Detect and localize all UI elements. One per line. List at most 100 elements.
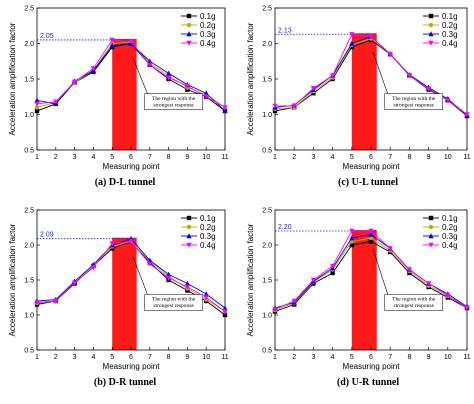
x-tick-label: 7 — [388, 354, 392, 361]
point-marker — [464, 305, 470, 311]
point-marker — [90, 66, 96, 72]
point-marker — [186, 215, 192, 221]
y-tick-label: 2.5 — [262, 6, 272, 13]
panel-1: 2.05 0.5 1.0 1.5 2.0 2.5 1 2 3 4 5 6 7 8 9 10 11 Measurin… — [8, 6, 229, 189]
point-marker — [34, 108, 40, 114]
x-axis-label: Measuring point — [343, 362, 401, 371]
legend: 0.1g0.2g0.3g0.4g — [181, 12, 216, 48]
y-axis-label: Acceleration amplification factor — [8, 22, 17, 135]
point-marker — [368, 239, 374, 244]
point-marker — [90, 265, 96, 271]
x-tick-label: 5 — [350, 154, 354, 161]
y-tick-label: 0.5 — [262, 348, 272, 355]
x-tick-label: 6 — [369, 154, 373, 161]
y-tick-label: 1.0 — [24, 313, 34, 320]
y-tick-label: 2.0 — [24, 243, 34, 250]
annotation-arrow — [372, 52, 390, 97]
point-marker — [147, 261, 153, 267]
x-tick-label: 11 — [221, 154, 228, 161]
x-tick-label: 8 — [167, 354, 171, 361]
point-marker — [203, 94, 209, 100]
point-marker — [72, 79, 78, 85]
legend: 0.1g0.2g0.3g0.4g — [181, 214, 216, 250]
annotation-box — [384, 294, 444, 311]
point-marker — [186, 233, 192, 239]
x-tick-label: 7 — [148, 354, 152, 361]
point-marker — [428, 40, 434, 46]
point-marker — [406, 267, 412, 273]
panel-caption: (c) U-L tunnel — [338, 177, 398, 188]
x-tick-label: 9 — [427, 354, 431, 361]
point-marker — [428, 224, 434, 230]
annotation-text: The region with the — [392, 96, 436, 102]
point-marker — [387, 246, 393, 252]
panel-caption: (b) D-R tunnel — [94, 377, 156, 388]
series-0.4g — [272, 228, 470, 313]
point-marker — [147, 257, 153, 263]
point-marker — [203, 295, 209, 301]
annotation-box — [144, 294, 203, 311]
point-marker — [310, 277, 316, 283]
point-marker — [186, 224, 192, 230]
point-marker — [349, 228, 355, 234]
y-tick-label: 1.5 — [24, 77, 34, 84]
x-tick-label: 8 — [167, 154, 171, 161]
point-marker — [109, 37, 115, 43]
series-0.4g — [34, 37, 228, 111]
y-tick-label: 1.5 — [262, 77, 272, 84]
x-tick-label: 8 — [407, 154, 411, 161]
panel-caption: (a) D-L tunnel — [95, 177, 156, 188]
annotation-box — [144, 93, 203, 110]
x-tick-label: 6 — [369, 354, 373, 361]
y-tick-label: 1.5 — [24, 278, 34, 285]
point-marker — [428, 22, 434, 28]
point-marker — [147, 58, 153, 64]
x-tick-label: 10 — [202, 354, 210, 361]
point-marker — [166, 70, 172, 76]
legend: 0.1g0.2g0.3g0.4g — [423, 214, 458, 250]
point-marker — [53, 99, 59, 105]
point-marker — [291, 103, 297, 109]
point-marker — [272, 103, 278, 109]
panel-2: 2.13 0.5 1.0 1.5 2.0 2.5 1 2 3 4 5 6 7 8 9 10 11 Measurin… — [246, 6, 471, 189]
legend-label: 0.2g — [200, 223, 216, 232]
legend-label: 0.1g — [442, 12, 458, 21]
annotation-box — [384, 93, 444, 110]
panel-caption: (d) U-R tunnel — [337, 377, 399, 388]
x-tick-label: 11 — [463, 354, 470, 361]
point-marker — [222, 305, 228, 311]
point-marker — [186, 242, 192, 248]
x-tick-label: 6 — [129, 154, 133, 161]
legend-label: 0.3g — [442, 232, 458, 241]
reference-value: 2.13 — [278, 27, 292, 34]
x-tick-label: 4 — [331, 154, 335, 161]
point-marker — [426, 281, 432, 287]
legend-label: 0.4g — [442, 241, 458, 250]
y-tick-label: 1.0 — [24, 112, 34, 119]
x-tick-label: 4 — [331, 354, 335, 361]
point-marker — [406, 73, 412, 79]
annotation-text: The region with the — [152, 96, 196, 102]
y-axis-label: Acceleration amplification factor — [246, 22, 255, 135]
legend-label: 0.4g — [200, 241, 216, 250]
point-marker — [349, 235, 355, 241]
legend-label: 0.2g — [200, 21, 216, 30]
x-tick-label: 9 — [185, 154, 189, 161]
x-tick-label: 1 — [35, 154, 39, 161]
point-marker — [368, 231, 374, 237]
panel-3: 2.09 0.5 1.0 1.5 2.0 2.5 1 2 3 4 5 6 7 8 9 10 11 Measurin… — [8, 208, 229, 389]
point-marker — [387, 51, 393, 57]
y-tick-label: 2.5 — [24, 208, 34, 215]
point-marker — [34, 105, 40, 110]
point-marker — [222, 108, 228, 114]
legend-label: 0.4g — [442, 39, 458, 48]
point-marker — [368, 228, 374, 234]
x-tick-label: 8 — [407, 354, 411, 361]
y-tick-label: 2.5 — [24, 6, 34, 13]
highlight-region — [351, 33, 377, 150]
x-tick-label: 1 — [273, 354, 277, 361]
y-tick-label: 0.5 — [262, 148, 272, 155]
reference-value: 2.20 — [278, 224, 292, 231]
point-marker — [166, 271, 172, 277]
point-marker — [109, 42, 115, 48]
